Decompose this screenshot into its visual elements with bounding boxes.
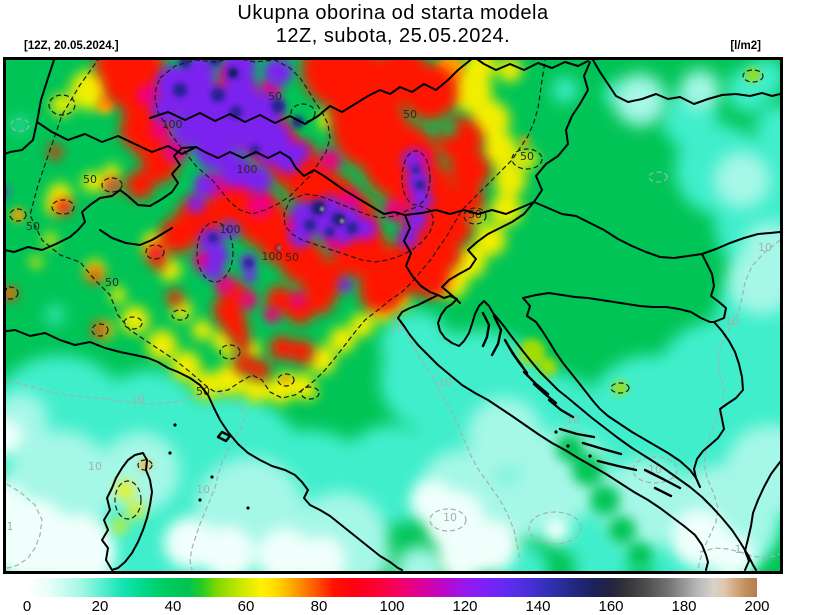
units-label: [l/m2] [730,40,761,52]
precipitation-map: 100 100 100 100 50 50 50 50 50 50 50 50 50 10 10 10 10 10… [3,57,783,574]
svg-text:50: 50 [285,251,299,264]
svg-text:50: 50 [520,150,534,163]
colorbar-tick: 40 [164,598,182,615]
page-title-line1: Ukupna oborina od starta modela [237,2,549,24]
colorbar-tick: 200 [744,598,770,615]
colorbar-tick: 100 [379,598,405,615]
svg-text:10: 10 [131,393,145,406]
svg-text:50: 50 [468,208,482,221]
svg-text:10: 10 [443,511,457,524]
colorbar-tick: 120 [452,598,478,615]
svg-text:100: 100 [262,250,283,263]
colorbar-tick: 60 [237,598,255,615]
svg-text:10: 10 [390,321,404,334]
svg-text:1: 1 [7,520,14,533]
svg-text:10: 10 [725,315,739,328]
colorbar-tick: 160 [598,598,624,615]
colorbar-tick: 180 [671,598,697,615]
colorbar-tick: 20 [91,598,109,615]
svg-text:50: 50 [268,90,282,103]
svg-text:50: 50 [403,108,417,121]
svg-text:100: 100 [162,118,183,131]
svg-text:10: 10 [758,241,772,254]
svg-text:10: 10 [196,483,210,496]
colorbar-tick: 80 [310,598,328,615]
colorbar-ticks: 0 20 40 60 80 100 120 140 160 180 200 [0,598,820,615]
model-run-label: [12Z, 20.05.2024.] [24,40,119,52]
svg-text:50: 50 [196,385,210,398]
svg-text:10: 10 [88,460,102,473]
titleblock: Ukupna oborina od starta modela 12Z, sub… [0,2,786,48]
svg-text:50: 50 [83,173,97,186]
colorbar-tick: 0 [22,598,32,615]
colorbar-tick: 140 [525,598,551,615]
svg-text:1: 1 [735,543,742,556]
svg-text:50: 50 [105,276,119,289]
svg-text:100: 100 [237,163,258,176]
svg-text:50: 50 [26,220,40,233]
colorbar-gradient [27,578,757,597]
svg-text:100: 100 [220,223,241,236]
page-title-line2: 12Z, subota, 25.05.2024. [275,25,511,47]
svg-text:10: 10 [438,376,452,389]
